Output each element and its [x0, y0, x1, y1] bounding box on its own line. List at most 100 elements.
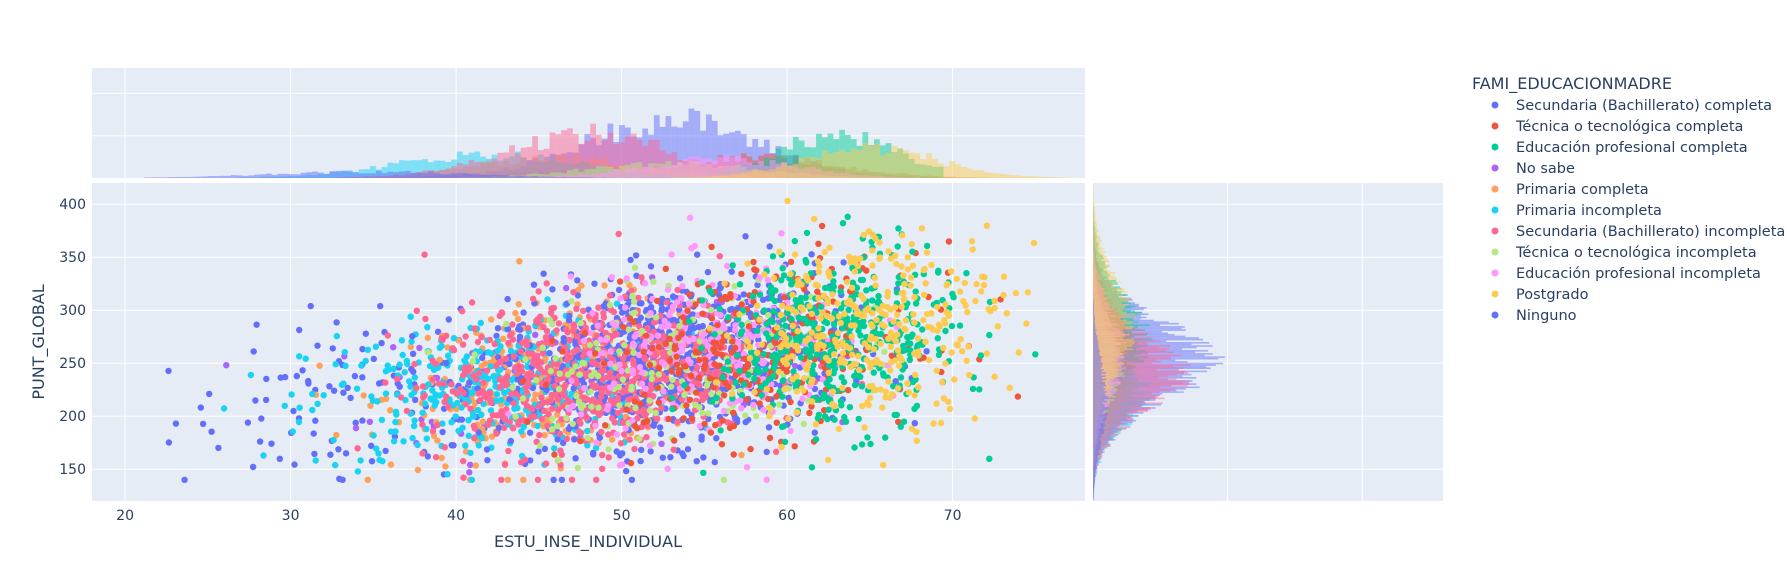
right-histogram-bar — [1093, 476, 1096, 478]
scatter-point — [549, 286, 555, 292]
right-histogram-bar — [1093, 307, 1094, 309]
scatter-point — [369, 458, 375, 464]
right-histogram-bar — [1093, 304, 1094, 306]
scatter-point — [494, 412, 500, 418]
scatter-point — [536, 320, 542, 326]
top-histogram-bar — [1001, 174, 1007, 178]
scatter-point — [510, 400, 516, 406]
scatter-point — [607, 292, 613, 298]
scatter-point — [291, 461, 297, 467]
right-histogram-bar — [1093, 348, 1133, 350]
scatter-point — [250, 464, 256, 470]
scatter-point — [221, 405, 227, 411]
right-histogram-bar — [1093, 256, 1107, 258]
scatter-point — [308, 303, 314, 309]
right-histogram-bar — [1093, 318, 1121, 320]
scatter-point — [572, 455, 578, 461]
top-histogram-bar — [214, 176, 220, 178]
top-histogram-bar — [874, 144, 880, 178]
scatter-point — [515, 326, 521, 332]
scatter-point — [549, 392, 555, 398]
scatter-point — [361, 392, 367, 398]
scatter-point — [694, 458, 700, 464]
scatter-point — [268, 441, 274, 447]
scatter-point — [518, 459, 524, 465]
right-histogram-bar — [1093, 336, 1097, 338]
scatter-point — [424, 324, 430, 330]
right-histogram-bar — [1093, 337, 1097, 339]
scatter-point — [559, 452, 565, 458]
top-histogram-bar — [260, 174, 266, 178]
scatter-point — [408, 338, 414, 344]
scatter-point — [495, 348, 501, 354]
scatter-point — [466, 469, 472, 475]
scatter-point — [473, 376, 479, 382]
top-histogram-bar — [631, 168, 637, 178]
top-histogram-bar — [776, 167, 782, 179]
scatter-point — [436, 380, 442, 386]
right-histogram-bar — [1093, 428, 1103, 430]
scatter-point — [406, 378, 412, 384]
top-histogram-bar — [474, 174, 480, 178]
scatter-point — [342, 363, 348, 369]
right-histogram-bar — [1093, 379, 1106, 381]
scatter-point — [352, 373, 358, 379]
scatter-point — [564, 436, 570, 442]
scatter-point — [402, 369, 408, 375]
top-histogram-bar — [723, 176, 729, 178]
right-histogram-bar — [1093, 186, 1094, 188]
scatter-point — [764, 449, 770, 455]
right-histogram-bar — [1093, 472, 1095, 474]
top-histogram-bar — [1007, 175, 1013, 178]
scatter-point — [561, 392, 567, 398]
right-histogram-bar — [1093, 313, 1135, 315]
scatter-point — [429, 357, 435, 363]
scatter-point — [590, 450, 596, 456]
right-histogram-bar — [1093, 417, 1107, 419]
scatter-point — [696, 382, 702, 388]
right-histogram-bar — [1093, 208, 1095, 210]
right-histogram-bar — [1093, 196, 1094, 198]
right-histogram-bar — [1093, 323, 1132, 325]
scatter-point — [556, 320, 562, 326]
scatter-point — [543, 460, 549, 466]
scatter-point — [375, 450, 381, 456]
scatter-point — [651, 423, 657, 429]
scatter-point — [729, 269, 735, 275]
scatter-point — [466, 379, 472, 385]
right-histogram-bar — [1093, 344, 1098, 346]
top-histogram-bar — [579, 177, 585, 178]
right-histogram-bar — [1093, 307, 1125, 309]
right-histogram-bar — [1093, 312, 1127, 314]
top-histogram-bar — [1019, 176, 1025, 178]
scatter-point — [165, 368, 171, 374]
scatter-point — [812, 429, 818, 435]
scatter-point — [627, 257, 633, 263]
scatter-point — [488, 399, 494, 405]
top-histogram-bar — [405, 171, 411, 178]
scatter-point — [466, 433, 472, 439]
right-histogram-bar — [1093, 215, 1095, 217]
right-histogram-bar — [1093, 353, 1099, 355]
top-histogram-bar — [480, 175, 486, 178]
scatter-point — [498, 397, 504, 403]
scatter-point — [565, 329, 571, 335]
scatter-point — [475, 339, 481, 345]
right-histogram-bar — [1093, 240, 1102, 242]
right-histogram-bar — [1093, 188, 1094, 190]
right-histogram-bar — [1093, 329, 1123, 331]
scatter-point — [670, 293, 676, 299]
right-histogram-bar — [1093, 480, 1095, 482]
right-histogram-bar — [1093, 358, 1101, 360]
right-histogram-bar — [1093, 199, 1094, 201]
right-histogram-bar — [1093, 285, 1114, 287]
scatter-point — [555, 396, 561, 402]
scatter-point — [288, 391, 294, 397]
scatter-point — [451, 335, 457, 341]
top-histogram-bar — [805, 157, 811, 178]
scatter-point — [469, 299, 475, 305]
top-histogram-bar — [857, 150, 863, 178]
right-histogram-bar — [1093, 277, 1116, 279]
scatter-point — [331, 388, 337, 394]
